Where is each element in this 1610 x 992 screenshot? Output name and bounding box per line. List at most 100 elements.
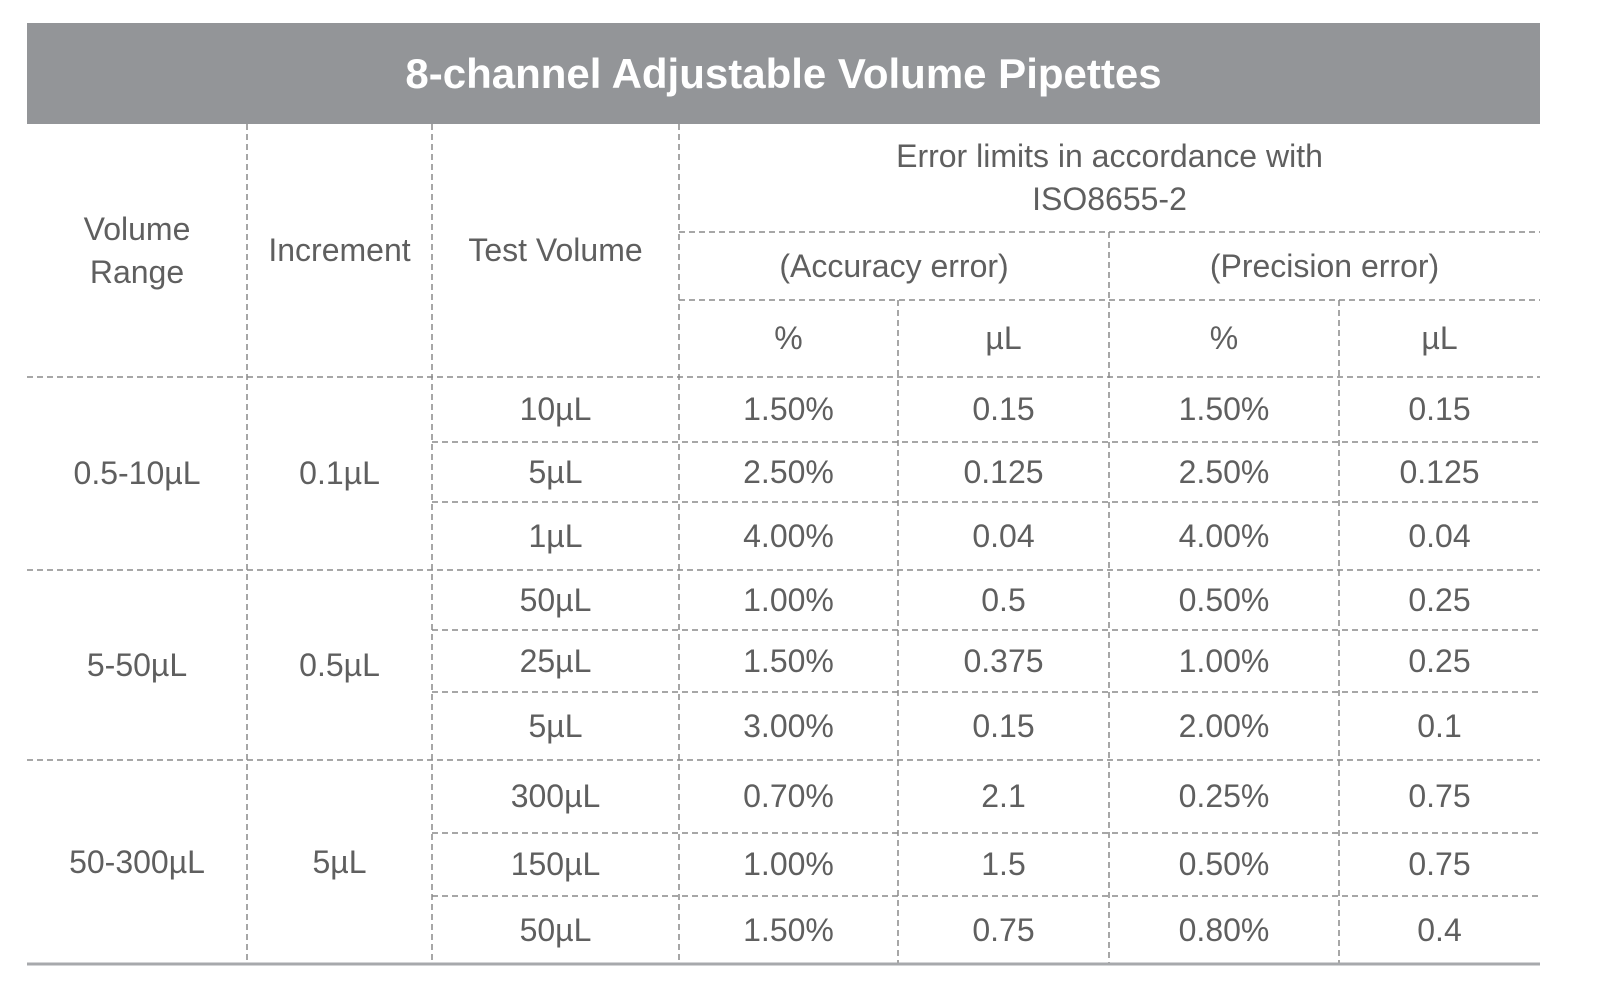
header-precision-cell: (Precision error)	[1109, 232, 1540, 300]
header-error-limits: Error limits in accordance with ISO8655-…	[896, 138, 1323, 217]
value: 0.75	[1408, 778, 1471, 814]
value-cell: 1.50%	[679, 377, 898, 442]
value: 0.125	[963, 453, 1044, 490]
volume-range-cell: 0.5-10µL	[27, 377, 247, 570]
value-cell: 0.75	[1339, 760, 1540, 833]
value-cell: 2.1	[898, 760, 1109, 833]
value-cell: 0.1	[1339, 692, 1540, 760]
value-cell: 2.00%	[1109, 692, 1339, 760]
header-test-volume: Test Volume	[468, 232, 643, 268]
value-cell: 0.75	[898, 896, 1109, 964]
value: 50µL	[519, 911, 592, 948]
value: 300µL	[510, 778, 601, 814]
value: 1.00%	[743, 581, 834, 618]
value-cell: 0.70%	[679, 760, 898, 833]
header-unit-cell: µL	[1339, 300, 1540, 377]
volume-range-cell: 5-50µL	[27, 570, 247, 760]
value: 2.00%	[1178, 707, 1270, 744]
header-precision: (Precision error)	[1209, 247, 1440, 284]
header-unit: %	[1209, 320, 1239, 356]
value: 0.125	[1399, 453, 1480, 490]
value-cell: 150µL	[432, 833, 679, 896]
value-cell: 0.75	[1339, 833, 1540, 896]
value-cell: 0.15	[898, 692, 1109, 760]
value: 1.50%	[1178, 391, 1270, 427]
increment-cell: 0.5µL	[247, 570, 432, 760]
value-cell: 2.50%	[679, 442, 898, 502]
value-cell: 1.00%	[1109, 630, 1339, 692]
header-increment: Increment	[268, 232, 411, 268]
value: 0.15	[972, 391, 1035, 427]
value-cell: 3.00%	[679, 692, 898, 760]
title-bar: 8-channel Adjustable Volume Pipettes	[27, 23, 1540, 124]
value: 10µL	[519, 391, 592, 427]
value: 0.5	[981, 581, 1026, 618]
value-cell: 0.15	[898, 377, 1109, 442]
value-cell: 0.25%	[1109, 760, 1339, 833]
value-cell: 0.5	[898, 570, 1109, 630]
volume-range: 50-300µL	[69, 843, 205, 880]
value: 0.15	[972, 707, 1035, 744]
value: 0.25%	[1178, 778, 1270, 814]
value-cell: 1.5	[898, 833, 1109, 896]
value: 0.70%	[743, 778, 834, 814]
increment: 0.1µL	[299, 455, 380, 491]
value-cell: 0.375	[898, 630, 1109, 692]
increment-cell: 5µL	[247, 760, 432, 964]
increment: 5µL	[312, 843, 367, 880]
value: 1.5	[981, 846, 1026, 882]
value-cell: 0.04	[1339, 502, 1540, 570]
value-cell: 4.00%	[1109, 502, 1339, 570]
header-unit-cell: µL	[898, 300, 1109, 377]
title: 8-channel Adjustable Volume Pipettes	[405, 49, 1162, 97]
header-unit: µL	[985, 320, 1022, 356]
value-cell: 5µL	[432, 692, 679, 760]
value-cell: 0.4	[1339, 896, 1540, 964]
value-cell: 4.00%	[679, 502, 898, 570]
header-accuracy: (Accuracy error)	[779, 247, 1009, 284]
value: 0.1	[1417, 707, 1462, 744]
value-cell: 0.50%	[1109, 570, 1339, 630]
value-cell: 2.50%	[1109, 442, 1339, 502]
value-cell: 25µL	[432, 630, 679, 692]
value: 0.15	[1408, 391, 1471, 427]
value: 2.1	[981, 778, 1026, 814]
volume-range: 0.5-10µL	[73, 455, 201, 491]
value-cell: 5µL	[432, 442, 679, 502]
value: 1.00%	[1178, 642, 1270, 679]
value: 0.75	[972, 911, 1035, 948]
value: 4.00%	[1178, 517, 1270, 554]
header-test-volume-cell: Test Volume	[432, 124, 679, 377]
value-cell: 0.50%	[1109, 833, 1339, 896]
header-unit-cell: %	[679, 300, 898, 377]
value: 0.50%	[1178, 846, 1270, 882]
volume-range-cell: 50-300µL	[27, 760, 247, 964]
value: 0.25	[1408, 642, 1471, 679]
header-accuracy-cell: (Accuracy error)	[679, 232, 1109, 300]
header-unit-cell: %	[1109, 300, 1339, 377]
value-cell: 0.15	[1339, 377, 1540, 442]
value: 4.00%	[743, 517, 834, 554]
value: 0.50%	[1178, 581, 1270, 618]
value: 0.4	[1417, 911, 1462, 948]
value: 150µL	[510, 846, 601, 882]
value-cell: 300µL	[432, 760, 679, 833]
increment: 0.5µL	[299, 646, 380, 683]
value-cell: 0.25	[1339, 570, 1540, 630]
value: 0.04	[972, 517, 1035, 554]
volume-range: 5-50µL	[86, 646, 188, 683]
value-cell: 1.50%	[679, 630, 898, 692]
value-cell: 0.80%	[1109, 896, 1339, 964]
value: 1.50%	[743, 642, 834, 679]
value: 3.00%	[743, 707, 834, 744]
value-cell: 0.125	[1339, 442, 1540, 502]
header-error-limits-cell: Error limits in accordance with ISO8655-…	[679, 124, 1540, 232]
value: 50µL	[519, 581, 592, 618]
value-cell: 1.00%	[679, 570, 898, 630]
value-cell: 1.50%	[1109, 377, 1339, 442]
value-cell: 50µL	[432, 570, 679, 630]
value: 0.25	[1408, 581, 1471, 618]
increment-cell: 0.1µL	[247, 377, 432, 570]
